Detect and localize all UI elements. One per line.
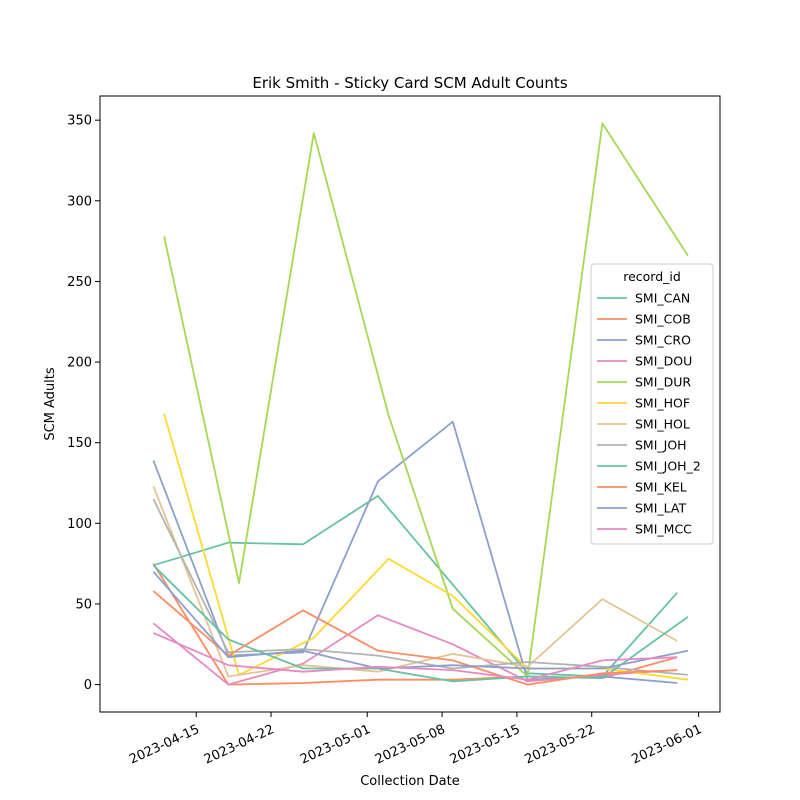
x-axis-label: Collection Date [360,774,460,789]
y-tick-label: 0 [84,678,92,693]
legend-label: SMI_COB [635,312,691,327]
y-tick-label: 300 [67,194,92,209]
x-tick-label: 2023-05-15 [448,722,523,768]
legend-frame [590,263,714,545]
series-line-smi-kel [152,590,678,686]
plot-frame [99,95,721,713]
x-axis: 2023-04-15 2023-04-22 2023-05-01 2023-05-08… [127,712,704,768]
series-line-smi-mcc [153,632,678,681]
y-tick-label: 50 [75,597,92,612]
series-line-smi-lat [152,571,689,670]
legend-label: SMI_DOU [635,354,692,369]
legend-label: SMI_HOF [635,396,690,411]
legend-label: SMI_CRO [635,333,691,348]
y-tick-label: 100 [67,517,92,532]
series-line-smi-dur [163,122,689,678]
legend-label: SMI_JOH [635,438,687,453]
legend-label: SMI_KEL [635,480,687,495]
series-line-smi-joh-2 [152,564,689,683]
legend-label: SMI_LAT [635,501,686,516]
legend-title: record_id [623,269,681,284]
x-tick-label: 2023-05-22 [523,722,598,768]
x-tick-label: 2023-04-15 [127,722,202,768]
y-tick-label: 200 [67,356,92,371]
legend-label: SMI_MCC [635,522,692,537]
x-tick-label: 2023-05-08 [373,722,448,768]
legend-label: SMI_JOH_2 [635,459,701,474]
legend-label: SMI_CAN [635,291,690,306]
y-axis: 0 50 100 150 200 250 300 350 [67,114,100,693]
y-tick-label: 250 [67,275,92,290]
y-axis-label: SCM Adults [43,367,58,441]
legend: record_id SMI_CAN SMI_COB SMI_CRO SMI_DOU SM… [590,263,714,545]
plot-area [152,122,689,686]
x-tick-label: 2023-04-22 [202,722,277,768]
y-tick-label: 150 [67,436,92,451]
x-tick-label: 2023-05-01 [298,722,373,768]
y-tick-label: 350 [67,114,92,129]
legend-label: SMI_DUR [635,375,691,390]
chart-title: Erik Smith - Sticky Card SCM Adult Count… [252,74,567,92]
legend-label: SMI_HOL [635,417,690,432]
series-line-smi-joh [152,498,688,676]
x-tick-label: 2023-06-01 [629,722,704,768]
